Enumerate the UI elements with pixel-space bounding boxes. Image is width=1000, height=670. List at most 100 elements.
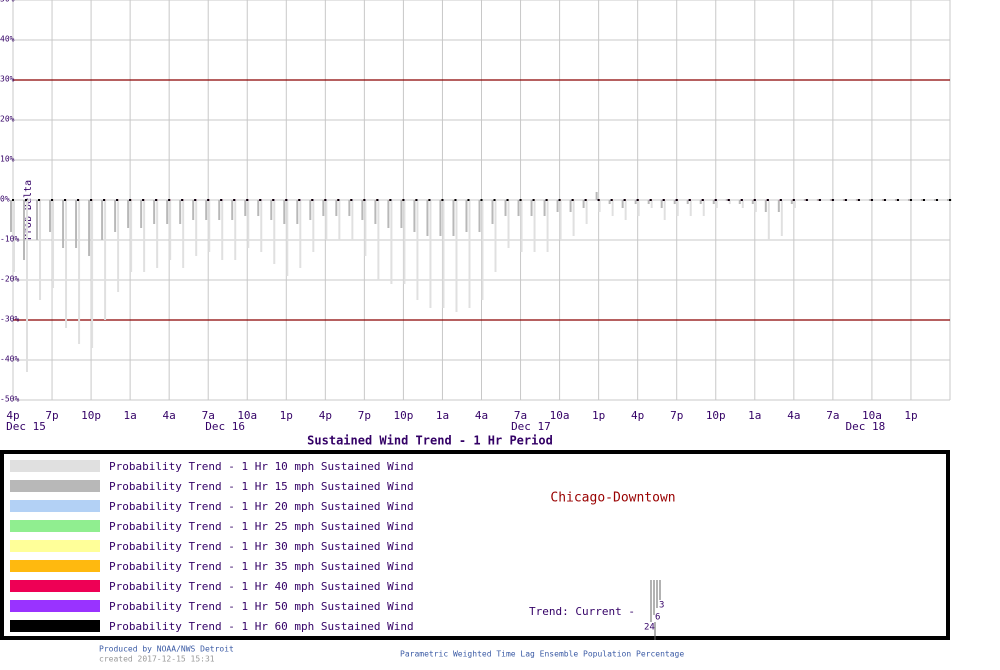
bar [689, 200, 692, 216]
bar [688, 199, 691, 201]
date-label: Dec 17 [511, 420, 551, 433]
x-tick-label: 10a [862, 409, 882, 422]
bar [26, 200, 29, 372]
bar [286, 200, 289, 276]
trend-glyph-label: 24 [644, 623, 655, 633]
bar [582, 200, 585, 208]
chart-title: Sustained Wind Trend - 1 Hr Period [307, 434, 553, 448]
bar [584, 199, 587, 201]
footer-created: created 2017-12-15 15:31 [99, 655, 215, 664]
bar [64, 199, 67, 201]
bar [621, 200, 624, 208]
bar [532, 199, 535, 201]
bar [25, 199, 28, 201]
trend-glyph-label: 3 [659, 601, 664, 611]
bar [727, 199, 730, 201]
x-tick-label: 1p [592, 409, 605, 422]
bar [246, 199, 249, 201]
bar [712, 200, 715, 204]
bar [103, 199, 106, 201]
bar [818, 199, 821, 201]
bar [715, 200, 718, 208]
bar [728, 200, 731, 204]
bar [413, 200, 416, 232]
bar [168, 199, 171, 201]
bar [829, 199, 832, 201]
y-tick-label: -20% [0, 275, 19, 284]
bar [52, 200, 55, 288]
x-tick-label: 4p [319, 409, 332, 422]
bar [595, 192, 598, 200]
bar [415, 199, 418, 201]
bar [647, 200, 650, 204]
legend-swatch [10, 580, 100, 592]
bar [675, 199, 678, 201]
bar [597, 199, 600, 201]
bar [361, 200, 364, 220]
bar [400, 200, 403, 228]
bar [949, 199, 951, 201]
bar [426, 200, 429, 236]
legend-swatch [10, 560, 100, 572]
bar [403, 200, 406, 284]
bar [777, 200, 780, 212]
bar [650, 200, 653, 208]
bar [922, 199, 925, 201]
bar [325, 200, 328, 240]
bar [233, 199, 236, 201]
bar [842, 199, 845, 201]
bar [455, 200, 458, 312]
bar [377, 200, 380, 280]
bar [101, 200, 104, 240]
bar [714, 199, 717, 201]
bar [754, 200, 757, 212]
legend-label: Probability Trend - 1 Hr 50 mph Sustaine… [109, 600, 414, 613]
bar [65, 200, 68, 328]
bar [740, 199, 743, 201]
bar [348, 200, 351, 216]
bar [335, 200, 338, 216]
bar [114, 200, 117, 232]
bar [585, 200, 588, 224]
bar [780, 200, 783, 236]
bar [481, 200, 484, 300]
x-tick-label: 7p [45, 409, 58, 422]
x-tick-label: 10a [550, 409, 570, 422]
bar [686, 200, 689, 204]
bar [439, 200, 442, 236]
bar [558, 199, 561, 201]
bar [465, 200, 468, 232]
bar [296, 200, 299, 224]
legend-label: Probability Trend - 1 Hr 25 mph Sustaine… [109, 520, 414, 533]
bar [598, 200, 601, 212]
bar [322, 200, 325, 216]
bar [231, 200, 234, 220]
trend-glyph [650, 580, 661, 640]
bar [39, 200, 42, 300]
bar [402, 199, 405, 201]
bar [156, 200, 159, 268]
x-tick-label: 1a [748, 409, 761, 422]
bar [116, 199, 119, 201]
x-tick-label: 4p [6, 409, 19, 422]
x-tick-label: 1a [436, 409, 449, 422]
bar [155, 199, 158, 201]
bar [285, 199, 288, 201]
legend-swatch [10, 480, 100, 492]
bar [623, 199, 626, 201]
x-tick-label: 7p [670, 409, 683, 422]
x-tick-label: 7a [514, 409, 527, 422]
bar [611, 200, 614, 216]
bar [387, 200, 390, 228]
legend-swatch [10, 460, 100, 472]
trend-glyph-label: 6 [655, 613, 660, 623]
bar [452, 200, 455, 236]
bar [636, 199, 639, 201]
date-label: Dec 16 [205, 420, 245, 433]
x-tick-label: 7a [202, 409, 215, 422]
bar [130, 200, 133, 272]
bar [571, 199, 574, 201]
y-tick-label: 0% [0, 195, 10, 204]
bar [699, 200, 702, 204]
bar [803, 199, 806, 201]
